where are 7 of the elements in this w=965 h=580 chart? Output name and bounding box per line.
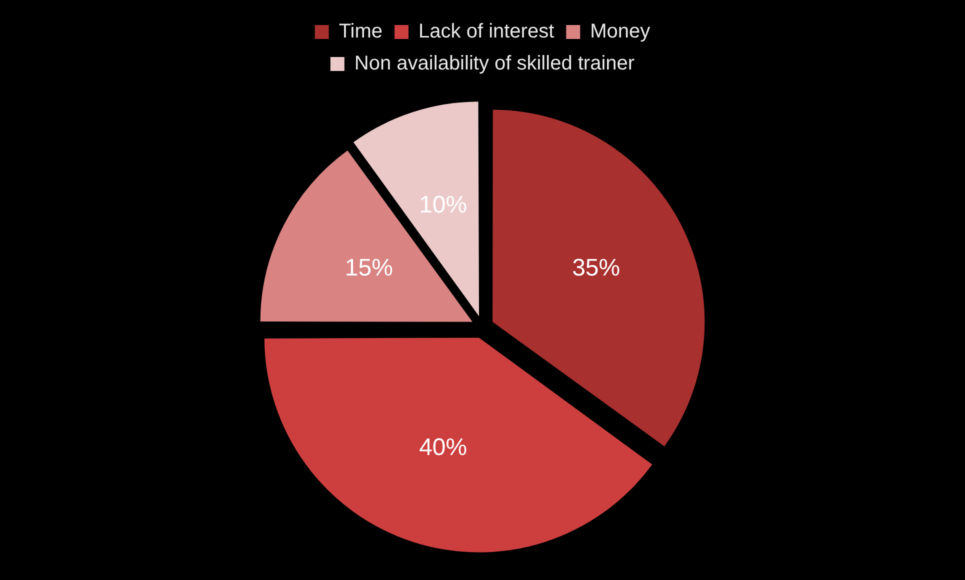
- legend-label: Non availability of skilled trainer: [354, 52, 635, 75]
- legend-label: Lack of interest: [418, 20, 555, 43]
- legend-label: Time: [338, 20, 383, 43]
- legend-label: Money: [590, 20, 650, 43]
- data-label: 40%: [419, 434, 468, 461]
- data-label: 35%: [572, 254, 620, 282]
- data-label: 15%: [344, 254, 393, 282]
